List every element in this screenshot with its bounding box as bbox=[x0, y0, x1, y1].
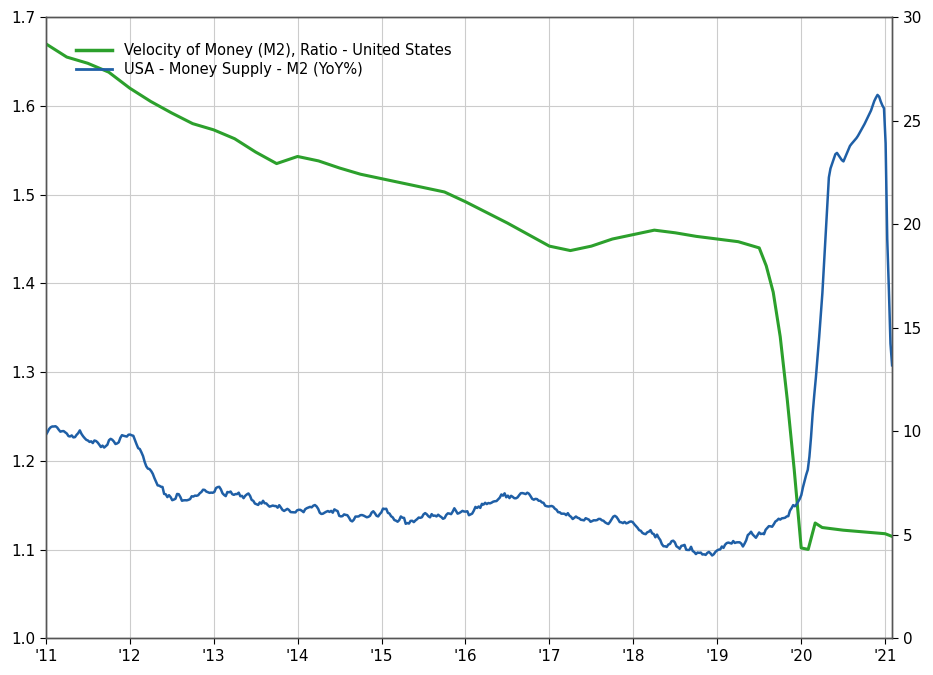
Legend: Velocity of Money (M2), Ratio - United States, USA - Money Supply - M2 (YoY%): Velocity of Money (M2), Ratio - United S… bbox=[70, 37, 457, 83]
